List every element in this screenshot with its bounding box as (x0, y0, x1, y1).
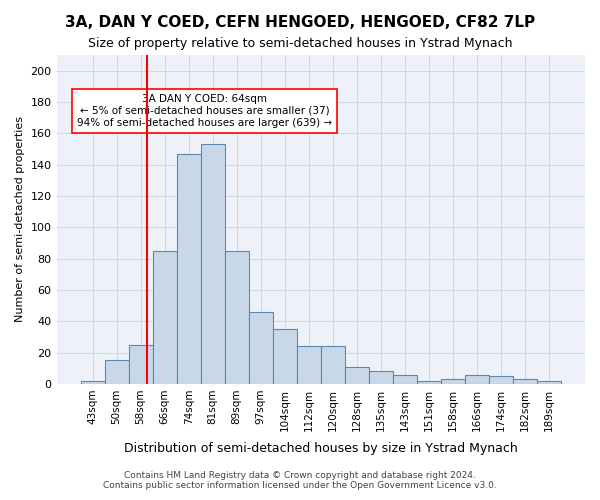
Bar (513, 379, 537, 384)
Bar (297, 346, 321, 384)
Bar (321, 346, 345, 384)
Bar (224, 251, 249, 384)
Bar (345, 366, 369, 384)
Bar (152, 251, 176, 384)
Text: Size of property relative to semi-detached houses in Ystrad Mynach: Size of property relative to semi-detach… (88, 38, 512, 51)
Bar (176, 154, 200, 384)
X-axis label: Distribution of semi-detached houses by size in Ystrad Mynach: Distribution of semi-detached houses by … (124, 442, 518, 455)
Bar (249, 312, 273, 384)
Text: 3A DAN Y COED: 64sqm
← 5% of semi-detached houses are smaller (37)
94% of semi-d: 3A DAN Y COED: 64sqm ← 5% of semi-detach… (77, 94, 332, 128)
Y-axis label: Number of semi-detached properties: Number of semi-detached properties (15, 116, 25, 322)
Bar (104, 360, 128, 384)
Bar (465, 374, 489, 384)
Bar (417, 381, 441, 384)
Bar (369, 372, 393, 384)
Bar (489, 376, 513, 384)
Bar (200, 144, 224, 384)
Bar (273, 329, 297, 384)
Bar (128, 344, 152, 384)
Bar (537, 381, 561, 384)
Bar (80, 381, 104, 384)
Bar (393, 374, 417, 384)
Text: 3A, DAN Y COED, CEFN HENGOED, HENGOED, CF82 7LP: 3A, DAN Y COED, CEFN HENGOED, HENGOED, C… (65, 15, 535, 30)
Text: Contains HM Land Registry data © Crown copyright and database right 2024.
Contai: Contains HM Land Registry data © Crown c… (103, 470, 497, 490)
Bar (441, 379, 465, 384)
